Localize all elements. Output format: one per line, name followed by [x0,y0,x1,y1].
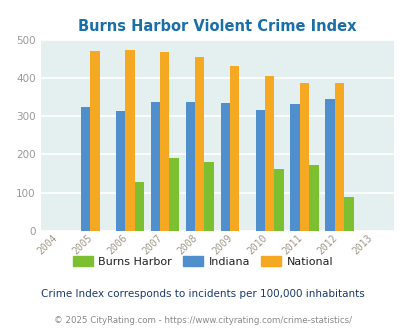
Bar [325,99,334,231]
Bar [169,157,179,231]
Bar [81,107,90,231]
Bar [229,66,239,231]
Title: Burns Harbor Violent Crime Index: Burns Harbor Violent Crime Index [78,19,356,34]
Bar [204,162,213,231]
Text: Crime Index corresponds to incidents per 100,000 inhabitants: Crime Index corresponds to incidents per… [41,289,364,299]
Bar [125,50,134,231]
Bar [334,83,343,231]
Bar [134,182,144,231]
Bar [290,104,299,231]
Legend: Burns Harbor, Indiana, National: Burns Harbor, Indiana, National [68,251,337,271]
Bar [150,102,160,231]
Bar [343,197,353,231]
Bar [185,102,194,231]
Bar [160,52,169,231]
Bar [90,51,99,231]
Bar [309,165,318,231]
Text: © 2025 CityRating.com - https://www.cityrating.com/crime-statistics/: © 2025 CityRating.com - https://www.city… [54,315,351,325]
Bar [194,57,204,231]
Bar [115,111,125,231]
Bar [255,110,264,231]
Bar [274,169,283,231]
Bar [264,76,274,231]
Bar [299,83,309,231]
Bar [220,103,229,231]
